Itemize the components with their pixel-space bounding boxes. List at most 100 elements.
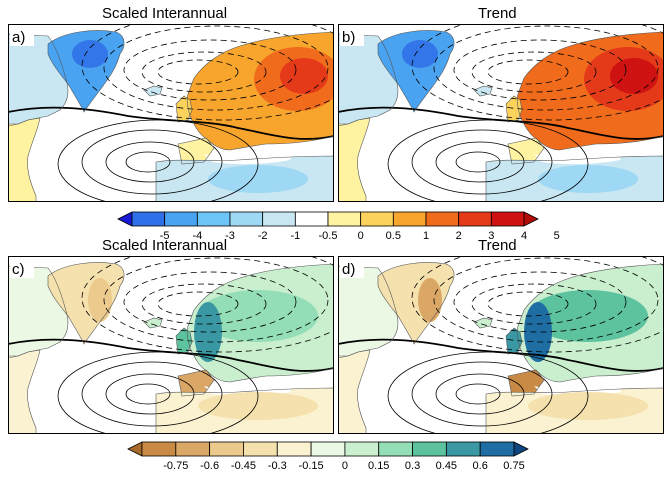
precipitation-segment: [310, 441, 346, 457]
zero-contour: [8, 106, 334, 140]
negative-contour: [141, 283, 267, 325]
europe-coastline: [186, 263, 334, 383]
mediterranean-sea: [534, 152, 624, 165]
greenland-coastline: [47, 262, 125, 345]
precipitation-segment: [243, 441, 278, 457]
temperature-tick-label: 0.5: [386, 230, 401, 242]
temperature-segment: [490, 211, 525, 227]
label-backing: [340, 260, 364, 278]
iceland-coastline: [143, 85, 163, 97]
temperature-segment: [262, 211, 296, 227]
uk-coastline: [175, 95, 193, 123]
temperature-tick-label: -3: [225, 230, 235, 242]
coastlines: [8, 262, 334, 434]
coastlines: [338, 30, 664, 202]
positive-contour: [125, 383, 171, 405]
temperature-segment: [360, 211, 394, 227]
mediterranean-sea: [204, 152, 294, 165]
iberia-coastline: [507, 369, 545, 397]
canada-coastline: [338, 265, 399, 359]
map-body: [8, 24, 334, 202]
precipitation-tick-label: -0.15: [299, 460, 324, 472]
precipitation-colorbar: -0.75 -0.6 -0.45 -0.3 -0.15 0 0.15 0.3 0.45 0.6 0.…: [127, 440, 540, 474]
negative-contour: [157, 59, 239, 85]
contours: [387, 256, 664, 434]
panel-c-title: Scaled Interannual: [102, 237, 228, 254]
temperature-tick-label: -0.5: [319, 230, 338, 242]
negative-contour: [103, 25, 329, 111]
negative-contour: [123, 39, 297, 101]
iberia-coastline: [177, 137, 215, 165]
contours: [57, 24, 334, 202]
negative-contour: [433, 25, 659, 111]
panel-label: a): [12, 29, 25, 46]
zero-contour: [8, 338, 334, 372]
map-body: [338, 256, 664, 434]
temperature-low-arrow: [117, 211, 133, 227]
panel-a-title: Scaled Interannual: [102, 5, 228, 22]
uk-coastline: [505, 95, 523, 123]
temperature-tick-label: 0: [358, 230, 364, 242]
usa-coastline: [8, 349, 41, 434]
usa-coastline: [8, 117, 41, 202]
cold-core: [402, 40, 438, 68]
precipitation-tick-label: -0.3: [268, 460, 287, 472]
panel-label: b): [342, 29, 355, 46]
panel-b-map: b): [338, 24, 664, 202]
coastlines: [8, 30, 334, 202]
panel-label: c): [12, 261, 25, 278]
positive-contour: [411, 361, 553, 427]
temperature-segment: [196, 211, 231, 227]
temperature-tick-label: -1: [290, 230, 300, 242]
label-backing: [340, 28, 364, 46]
usa-land: [338, 350, 370, 434]
precipitation-tick-label: 0: [342, 460, 348, 472]
iberia-coastline: [177, 369, 215, 397]
precipitation-tick-label: -0.45: [231, 460, 256, 472]
temperature-segment: [164, 211, 198, 227]
uk-land: [506, 96, 522, 122]
precipitation-segment: [209, 441, 244, 457]
uk-land: [176, 328, 192, 354]
precipitation-tick-label: 0.6: [473, 460, 488, 472]
precipitation-tick-label: -0.75: [163, 460, 188, 472]
africa-coastline: [485, 387, 664, 434]
temperature-segment: [425, 211, 460, 227]
iceland-coastline: [473, 85, 493, 97]
sahara-dry: [198, 392, 318, 420]
temperature-tick-label: 5: [554, 230, 560, 242]
precipitation-segment: [276, 441, 312, 457]
temperature-tick-label: 1: [423, 230, 429, 242]
negative-contour: [433, 257, 659, 343]
temperature-tick-label: 4: [521, 230, 527, 242]
iberia-land: [508, 370, 544, 396]
label-backing: [10, 28, 34, 46]
temperature-high-arrow: [523, 211, 539, 227]
precipitation-segment: [378, 441, 413, 457]
africa-cool: [538, 165, 638, 193]
uk-coastline: [505, 327, 523, 355]
panel-frame: [8, 256, 334, 434]
usa-coastline: [338, 117, 371, 202]
precipitation-segment: [141, 441, 177, 457]
panel-frame: [338, 24, 664, 202]
label-backing: [10, 260, 34, 278]
precipitation-segment: [445, 441, 481, 457]
precipitation-tick-label: 0.45: [436, 460, 457, 472]
negative-contour: [487, 291, 569, 317]
negative-contour: [453, 271, 627, 333]
greenland-dry: [88, 278, 112, 322]
temperature-segment: [229, 211, 264, 227]
iberia-land: [178, 370, 214, 396]
africa-coastline: [155, 387, 334, 434]
precipitation-segment: [175, 441, 211, 457]
temperature-tick-label: -5: [160, 230, 170, 242]
zero-contour: [338, 106, 664, 140]
warm-core-inner: [610, 58, 658, 94]
negative-contour: [471, 283, 597, 325]
positive-contour: [125, 151, 171, 173]
positive-contour: [455, 151, 501, 173]
positive-contour: [411, 129, 553, 195]
map-body: [8, 256, 334, 434]
uk-land: [176, 96, 192, 122]
